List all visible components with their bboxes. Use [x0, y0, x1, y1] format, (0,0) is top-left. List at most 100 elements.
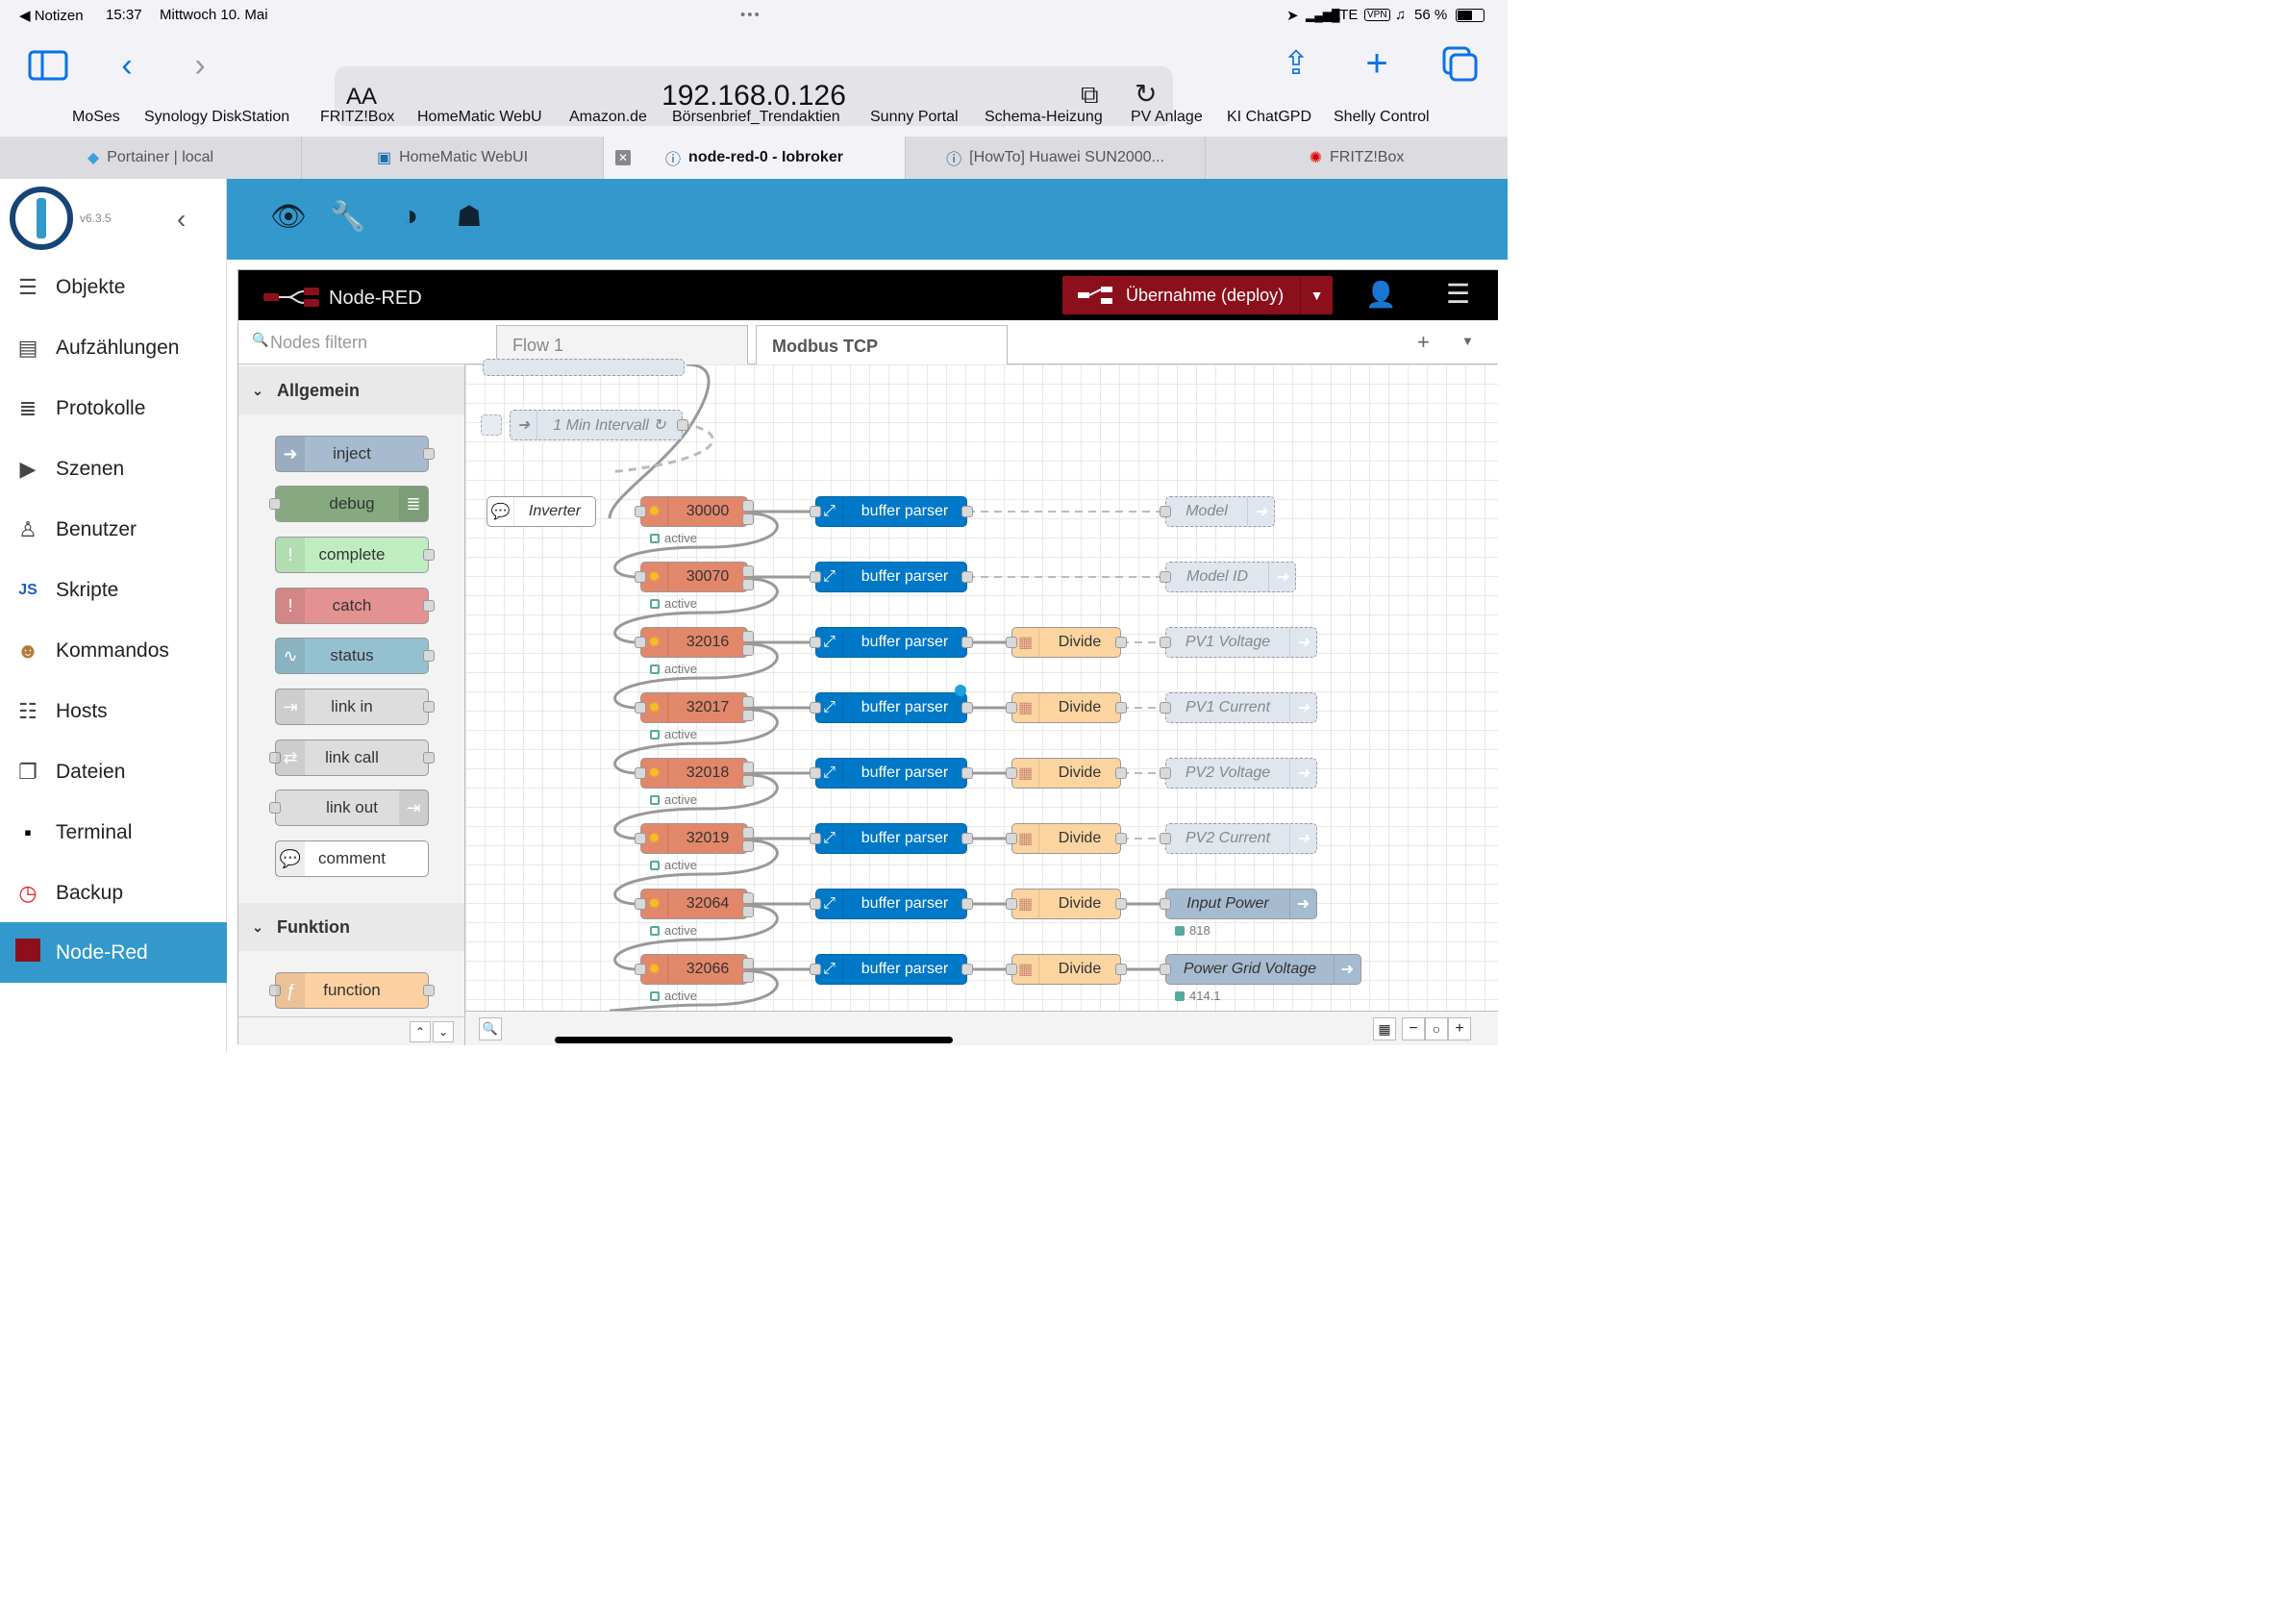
- deploy-menu-icon[interactable]: ▼: [1300, 276, 1333, 314]
- iobroker-out-node[interactable]: PV2 Current ➜: [1160, 823, 1317, 854]
- zoom-out-icon[interactable]: −: [1402, 1017, 1425, 1040]
- buffer-parser-node[interactable]: ⤢ buffer parser: [810, 692, 973, 723]
- palette-link-in[interactable]: ⇥ link in: [275, 689, 435, 725]
- category-allgemein[interactable]: ⌄ Allgemein: [238, 366, 464, 414]
- palette-link-call[interactable]: ⇄ link call: [269, 739, 435, 776]
- buffer-parser-node[interactable]: ⤢ buffer parser: [810, 562, 973, 592]
- interval-inject-node[interactable]: ➜ 1 Min Intervall ↻: [510, 410, 688, 440]
- iobroker-out-node[interactable]: PV2 Voltage ➜: [1160, 758, 1317, 789]
- palette-complete[interactable]: ! complete: [275, 537, 435, 573]
- divide-node[interactable]: ▦ Divide: [1006, 889, 1127, 919]
- menu-terminal[interactable]: ▪ Terminal: [0, 802, 227, 863]
- url-text[interactable]: 192.168.0.126: [661, 80, 846, 112]
- buffer-parser-node[interactable]: ⤢ buffer parser: [810, 627, 973, 658]
- user-icon[interactable]: 👤: [1365, 280, 1397, 309]
- zoom-in-icon[interactable]: +: [1448, 1017, 1471, 1040]
- bookmark[interactable]: HomeMatic WebU: [417, 109, 542, 125]
- text-size-button[interactable]: AA: [346, 84, 378, 110]
- bookmark[interactable]: Synology DiskStation: [144, 109, 290, 125]
- navigator-icon[interactable]: ▦: [1373, 1017, 1396, 1040]
- zoom-reset-icon[interactable]: ○: [1425, 1017, 1448, 1040]
- menu-aufzaehlungen[interactable]: ▤ Aufzählungen: [0, 317, 227, 378]
- palette-debug[interactable]: debug ≣: [269, 486, 429, 522]
- menu-hosts[interactable]: ☷ Hosts: [0, 681, 227, 741]
- iobroker-out-node[interactable]: Model ➜: [1160, 496, 1275, 527]
- iobroker-out-node[interactable]: PV1 Voltage ➜: [1160, 627, 1317, 658]
- palette-catch[interactable]: ! catch: [275, 588, 435, 624]
- tab-fritzbox[interactable]: ✺ FRITZ!Box: [1309, 149, 1405, 166]
- divide-node[interactable]: ▦ Divide: [1006, 954, 1127, 985]
- close-tab-icon[interactable]: ✕: [615, 150, 631, 165]
- flow-canvas[interactable]: ➜ 1 Min Intervall ↻ 💬 Inverter ✹ 30000 activ…: [465, 359, 1498, 1011]
- modbus-getter-node[interactable]: ✹ 32019: [635, 823, 754, 854]
- menu-objekte[interactable]: ☰ Objekte: [0, 257, 227, 317]
- menu-benutzer[interactable]: ♙ Benutzer: [0, 499, 227, 560]
- share-icon[interactable]: ⇪: [1282, 45, 1310, 82]
- sidebar-toggle-icon[interactable]: [27, 48, 69, 91]
- bookmark[interactable]: PV Anlage: [1131, 109, 1203, 125]
- iobroker-out-node[interactable]: Power Grid Voltage ➜: [1160, 954, 1361, 985]
- bookmark[interactable]: Amazon.de: [569, 109, 647, 125]
- bookmark[interactable]: Sunny Portal: [870, 109, 959, 125]
- comment-node[interactable]: 💬 Inverter: [487, 496, 596, 527]
- divide-node[interactable]: ▦ Divide: [1006, 627, 1127, 658]
- inject-trigger-button[interactable]: [481, 414, 502, 436]
- expert-mode-icon[interactable]: ☗: [456, 201, 483, 233]
- modbus-getter-node[interactable]: ✹ 32017: [635, 692, 754, 723]
- main-menu-icon[interactable]: ☰: [1446, 279, 1471, 309]
- tabs-overview-icon[interactable]: [1438, 44, 1481, 91]
- palette-function[interactable]: ƒ function: [269, 972, 435, 1009]
- iobroker-out-node[interactable]: PV1 Current ➜: [1160, 692, 1317, 723]
- modbus-getter-node[interactable]: ✹ 30070: [635, 562, 754, 592]
- menu-szenen[interactable]: ▶ Szenen: [0, 439, 227, 499]
- modbus-getter-node[interactable]: ✹ 32018: [635, 758, 754, 789]
- bookmark[interactable]: MoSes: [72, 109, 120, 125]
- buffer-parser-node[interactable]: ⤢ buffer parser: [810, 889, 973, 919]
- eye-icon[interactable]: 👁: [269, 201, 308, 233]
- buffer-parser-node[interactable]: ⤢ buffer parser: [810, 496, 973, 527]
- expand-all-icon[interactable]: ⌄: [433, 1021, 454, 1042]
- bookmark[interactable]: Shelly Control: [1334, 109, 1430, 125]
- back-to-app[interactable]: ◀ Notizen: [19, 8, 84, 24]
- modbus-getter-node[interactable]: ✹ 32064: [635, 889, 754, 919]
- flow-list-icon[interactable]: ▼: [1461, 334, 1474, 348]
- bookmark[interactable]: KI ChatGPD: [1227, 109, 1312, 125]
- tab-howto[interactable]: ⓘ [HowTo] Huawei SUN2000...: [906, 137, 1206, 179]
- new-tab-icon[interactable]: +: [1365, 42, 1388, 85]
- theme-icon[interactable]: ◑: [400, 200, 419, 232]
- menu-node-red[interactable]: Node-Red: [0, 922, 227, 983]
- menu-protokolle[interactable]: ≣ Protokolle: [0, 378, 227, 439]
- forward-icon[interactable]: ›: [194, 47, 206, 84]
- collapse-menu-icon[interactable]: ‹: [177, 204, 187, 234]
- iobroker-out-node[interactable]: Model ID ➜: [1160, 562, 1296, 592]
- menu-backup[interactable]: ◷ Backup: [0, 863, 227, 923]
- tab-node-red[interactable]: ✕ ⓘ node-red-0 - Iobroker: [604, 137, 906, 179]
- wrench-icon[interactable]: 🔧: [330, 201, 366, 233]
- tab-modbus-tcp[interactable]: Modbus TCP: [756, 325, 1008, 366]
- add-flow-icon[interactable]: +: [1417, 330, 1430, 354]
- palette-link-out[interactable]: link out ⇥: [269, 789, 429, 826]
- extension-icon[interactable]: ⧉: [1081, 80, 1099, 109]
- bookmark[interactable]: Schema-Heizung: [985, 109, 1103, 125]
- divide-node[interactable]: ▦ Divide: [1006, 823, 1127, 854]
- palette-comment[interactable]: 💬 comment: [275, 840, 429, 877]
- modbus-getter-node[interactable]: ✹ 32016: [635, 627, 754, 658]
- buffer-parser-node[interactable]: ⤢ buffer parser: [810, 954, 973, 985]
- tab-portainer[interactable]: ◆ Portainer | local: [0, 137, 302, 179]
- palette-inject[interactable]: ➜ inject: [275, 436, 435, 472]
- buffer-parser-node[interactable]: ⤢ buffer parser: [810, 758, 973, 789]
- reload-icon[interactable]: ↻: [1135, 79, 1158, 109]
- partial-inject-node[interactable]: [483, 359, 685, 376]
- menu-dateien[interactable]: ❐ Dateien: [0, 741, 227, 802]
- menu-skripte[interactable]: JS Skripte: [0, 560, 227, 620]
- modbus-getter-node[interactable]: ✹ 30000: [635, 496, 754, 527]
- bookmark[interactable]: Börsenbrief_Trendaktien: [672, 109, 840, 125]
- bookmark[interactable]: FRITZ!Box: [320, 109, 395, 125]
- multitask-dots-icon[interactable]: •••: [740, 7, 761, 23]
- node-filter-input[interactable]: 🔍 Nodes filtern: [238, 320, 465, 364]
- palette-status[interactable]: ∿ status: [275, 638, 435, 674]
- divide-node[interactable]: ▦ Divide: [1006, 758, 1127, 789]
- address-bar[interactable]: AA 192.168.0.126 ⧉ ↻: [335, 66, 1173, 126]
- divide-node[interactable]: ▦ Divide: [1006, 692, 1127, 723]
- iobroker-out-node[interactable]: Input Power ➜: [1160, 889, 1317, 919]
